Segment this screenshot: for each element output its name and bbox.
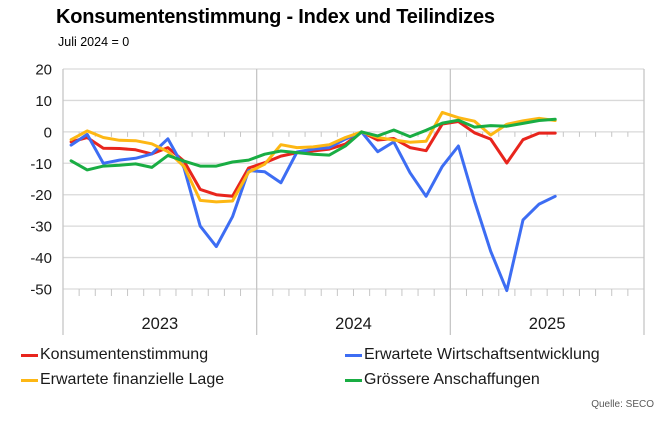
x-axis-year-label: 2025 [529,315,566,333]
legend-swatch-red-icon [21,353,38,357]
y-axis-tick-label: 10 [35,93,52,110]
legend-item-erwartete-finanzielle-lage: Erwartete finanzielle Lage [21,371,345,389]
gridlines [63,68,644,290]
legend-label-konsumentenstimmung: Konsumentenstimmung [40,346,209,363]
series-line-erwartete-wirtschaftsentwicklung [69,130,557,293]
y-axis-tick-label: -10 [30,156,52,173]
series-line-erwartete-finanzielle-lage [69,110,557,204]
legend-swatch-blue-icon [345,353,362,357]
legend-item-groessere-anschaffungen: Grössere Anschaffungen [345,371,653,389]
legend-swatch-green-icon [345,378,362,382]
series-line-groessere-anschaffungen [69,117,557,172]
legend-label-groessere-anschaffungen: Grössere Anschaffungen [364,371,540,388]
y-axis-tick-label: -40 [30,250,52,267]
y-axis-tick-label: 0 [44,124,52,141]
chart-subtitle: Juli 2024 = 0 [58,35,130,49]
legend-item-erwartete-wirtschaftsentwicklung: Erwartete Wirtschaftsentwicklung [345,346,653,364]
y-axis-tick-label: 20 [35,62,52,79]
chart-legend: Konsumentenstimmung Erwartete Wirtschaft… [21,346,653,389]
legend-label-erwartete-finanzielle-lage: Erwartete finanzielle Lage [40,371,225,388]
legend-item-konsumentenstimmung: Konsumentenstimmung [21,346,345,364]
chart-title: Konsumentenstimmung - Index und Teilindi… [56,6,495,28]
x-axis-year-label: 2024 [335,315,372,333]
y-axis-tick-label: -20 [30,187,52,204]
y-axis-tick-label: -50 [30,282,52,299]
x-axis-year-label: 2023 [141,315,178,333]
legend-label-erwartete-wirtschaftsentwicklung: Erwartete Wirtschaftsentwicklung [364,346,600,363]
y-axis-tick-label: -30 [30,219,52,236]
source-label: Quelle: SECO [591,399,654,410]
axis-ticks [62,131,645,296]
legend-swatch-orange-icon [21,378,38,382]
